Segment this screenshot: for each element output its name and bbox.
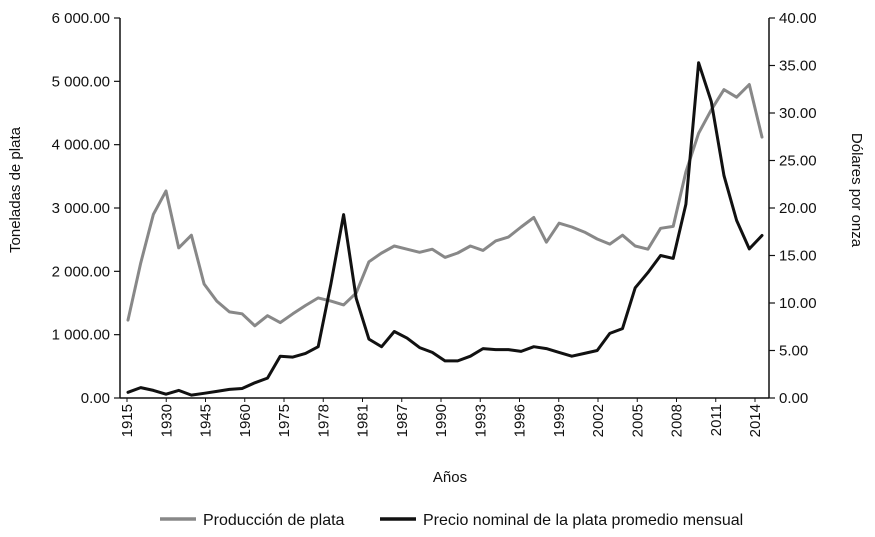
- x-tick-label: 2014: [747, 404, 764, 437]
- x-tick-label: 1915: [119, 404, 136, 437]
- x-tick-label: 1960: [237, 404, 254, 437]
- x-tick-label: 1987: [394, 404, 411, 437]
- legend: Producción de plata Precio nominal de la…: [160, 512, 743, 529]
- right-tick-label: 15.00: [779, 248, 817, 265]
- x-axis-title: Años: [433, 469, 467, 486]
- series-lines: [126, 61, 764, 397]
- x-tick-label: 1930: [158, 404, 175, 437]
- x-tick-label: 1990: [433, 404, 450, 437]
- series-line-precio: [126, 61, 764, 397]
- right-tick-label: 40.00: [779, 10, 817, 27]
- x-tick-label: 2002: [590, 404, 607, 437]
- x-tick-label: 1945: [198, 404, 215, 437]
- x-tick-label: 1999: [551, 404, 568, 437]
- left-tick-label: 0.00: [81, 390, 110, 407]
- x-tick-label: 1996: [512, 404, 529, 437]
- x-tick-label: 1993: [472, 404, 489, 437]
- legend-label-produccion: Producción de plata: [203, 512, 345, 529]
- x-tick-label: 1975: [276, 404, 293, 437]
- right-tick-label: 35.00: [779, 58, 817, 75]
- left-axis-title: Toneladas de plata: [7, 126, 24, 253]
- left-tick-label: 5 000.00: [52, 73, 110, 90]
- x-tick-label: 2011: [708, 404, 725, 436]
- x-tick-label: 1978: [315, 404, 332, 437]
- left-tick-label: 2 000.00: [52, 263, 110, 280]
- right-tick-label: 10.00: [779, 295, 817, 312]
- series-line-produccion: [126, 83, 764, 328]
- x-tick-label: 2005: [629, 404, 646, 437]
- right-tick-label: 30.00: [779, 105, 817, 122]
- left-tick-label: 4 000.00: [52, 137, 110, 154]
- x-tick-label: 2008: [669, 404, 686, 437]
- left-tick-label: 6 000.00: [52, 10, 110, 27]
- legend-label-precio: Precio nominal de la plata promedio mens…: [423, 512, 743, 529]
- left-tick-label: 3 000.00: [52, 200, 110, 217]
- right-tick-label: 20.00: [779, 200, 817, 217]
- axes: [119, 18, 770, 399]
- right-axis-ticks: 0.00 5.00 10.00 15.00 20.00 25.00 30.00 35.00 40…: [769, 10, 817, 407]
- right-tick-label: 5.00: [779, 343, 808, 360]
- right-tick-label: 0.00: [779, 390, 808, 407]
- right-axis-title: Dólares por onza: [848, 133, 865, 248]
- right-tick-label: 25.00: [779, 153, 817, 170]
- x-tick-label: 1981: [355, 404, 372, 437]
- left-tick-label: 1 000.00: [52, 327, 110, 344]
- x-axis-ticks: 1915 1930 1945 1960 1975 1978 1981 1987 1990 1993…: [119, 398, 764, 437]
- left-axis-ticks: 0.00 1 000.00 2 000.00 3 000.00 4 000.00 5 00…: [52, 10, 120, 407]
